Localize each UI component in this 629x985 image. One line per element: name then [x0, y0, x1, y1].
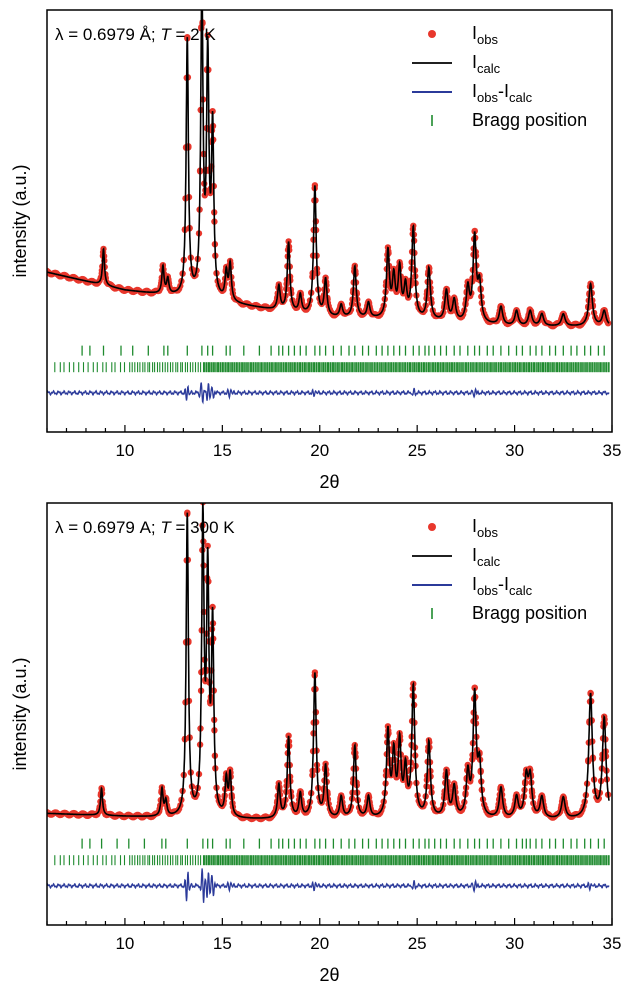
x-tick-label: 20 — [310, 441, 329, 460]
chart-svg-top: 10 15 20 25 30 35 2θ intensity (a.u.) λ = 0.6979… — [10, 9, 622, 492]
plot-frame — [46, 502, 613, 926]
legend-label: Icalc — [472, 545, 501, 569]
wavelength-temperature-annotation: λ = 0.6979 A; T = 300 K — [55, 518, 235, 537]
legend: Iobs Icalc Iobs-Icalc Bragg position — [412, 23, 587, 130]
observed-point — [285, 732, 292, 739]
annotation-prefix: λ = 0.6979 Å; — [55, 25, 160, 44]
x-tick-label: 30 — [505, 934, 524, 953]
legend-label: Iobs — [472, 516, 498, 540]
legend-label: Iobs — [472, 23, 498, 47]
legend-label: Icalc — [472, 52, 501, 76]
y-axis-title: intensity (a.u.) — [10, 164, 30, 277]
x-axis: 10 15 20 25 30 35 — [46, 918, 622, 953]
legend-label: Bragg position — [472, 110, 587, 130]
y-axis-title: intensity (a.u.) — [10, 657, 30, 770]
x-tick-label: 25 — [408, 934, 427, 953]
wavelength-temperature-annotation: λ = 0.6979 Å; T = 2 K — [55, 25, 216, 44]
plot-frame — [46, 9, 613, 433]
bragg-row-1 — [81, 345, 605, 356]
observed-point — [204, 542, 211, 550]
legend: Iobs Icalc Iobs-Icalc Bragg position — [412, 516, 587, 623]
legend-label: Iobs-Icalc — [472, 81, 533, 105]
plot-area — [47, 10, 612, 405]
x-tick-label: 35 — [603, 934, 622, 953]
x-tick-label: 35 — [603, 441, 622, 460]
chart-svg-bottom: 10 15 20 25 30 35 2θ intensity (a.u.) λ = 0.6979… — [10, 502, 622, 985]
bragg-row-1 — [81, 838, 605, 849]
annotation-suffix: = 300 K — [171, 518, 235, 537]
annotation-variable: T — [160, 518, 172, 537]
x-tick-label: 30 — [505, 441, 524, 460]
x-axis-title: 2θ — [319, 472, 339, 492]
x-tick-label: 25 — [408, 441, 427, 460]
x-tick-label: 10 — [115, 441, 134, 460]
series-difference-line — [47, 868, 610, 903]
annotation-suffix: = 2 K — [171, 25, 217, 44]
diffraction-chart-top: 10 15 20 25 30 35 2θ intensity (a.u.) λ = 0.6979… — [10, 9, 622, 492]
series-calculated-line — [47, 503, 610, 819]
annotation-prefix: λ = 0.6979 A; — [55, 518, 160, 537]
series-calculated-line — [47, 10, 610, 326]
legend-label: Bragg position — [472, 603, 587, 623]
series-observed — [47, 19, 612, 330]
bragg-row-2 — [54, 362, 610, 373]
x-tick-label: 20 — [310, 934, 329, 953]
x-axis: 10 15 20 25 30 35 — [46, 425, 622, 460]
legend-marker-observed — [428, 30, 436, 38]
x-tick-label: 10 — [115, 934, 134, 953]
annotation-variable: T — [160, 25, 172, 44]
plot-area — [47, 503, 612, 903]
observed-point — [311, 182, 319, 189]
observed-point — [204, 32, 211, 39]
x-tick-label: 15 — [213, 441, 232, 460]
legend-label: Iobs-Icalc — [472, 574, 533, 598]
diffraction-chart-bottom: 10 15 20 25 30 35 2θ intensity (a.u.) λ = 0.6979… — [0, 493, 629, 985]
legend-marker-observed — [428, 523, 436, 531]
series-difference-line — [47, 382, 610, 405]
x-axis-title: 2θ — [319, 965, 339, 985]
bragg-row-2 — [54, 855, 610, 866]
x-tick-label: 15 — [213, 934, 232, 953]
